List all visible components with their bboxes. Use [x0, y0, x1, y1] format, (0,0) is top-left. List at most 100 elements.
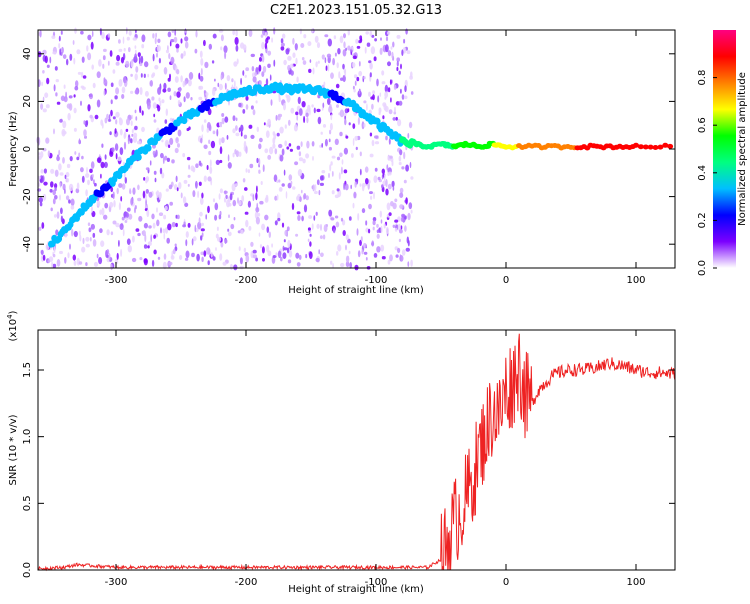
- spectrogram-noise-dot: [101, 122, 104, 129]
- spectrogram-noise-dot: [361, 249, 364, 255]
- spectrogram-noise-dot: [358, 61, 361, 67]
- spectrogram-noise-dot: [267, 50, 272, 56]
- spectrogram-noise-dot: [397, 118, 402, 127]
- spectrogram-noise-dot: [381, 81, 386, 85]
- spectrogram-noise-dot: [368, 203, 372, 210]
- spectrogram-noise-dot: [142, 190, 146, 199]
- spectrogram-noise-dot: [408, 202, 413, 210]
- spectrogram-noise-dot: [134, 125, 138, 130]
- spectrogram-noise-dot: [106, 113, 109, 120]
- x-tick-label: -200: [235, 275, 258, 286]
- spectrogram-noise-dot: [224, 116, 229, 123]
- spectrogram-noise-dot: [64, 188, 66, 194]
- spectrogram-noise-dot: [340, 262, 345, 268]
- spectrogram-noise-dot: [106, 229, 110, 236]
- spectrogram-noise-dot: [59, 172, 64, 176]
- spectrogram-noise-dot: [104, 154, 107, 160]
- spectrogram-noise-dot: [198, 85, 201, 90]
- spectrogram-noise-dot: [240, 131, 243, 137]
- spectrogram-noise-dot: [41, 81, 43, 86]
- spectrogram-noise-dot: [178, 182, 182, 190]
- spectrogram-noise-dot: [115, 153, 118, 160]
- spectrogram-noise-dot: [292, 52, 296, 58]
- spectrogram-noise-dot: [100, 240, 105, 247]
- spectrogram-noise-dot: [341, 159, 344, 165]
- spectrogram-noise-dot: [361, 208, 366, 214]
- spectrogram-noise-dot: [43, 181, 48, 186]
- spectrogram-trace-point: [277, 82, 284, 90]
- spectrogram-noise-dot: [130, 120, 133, 126]
- spectrogram-noise-dot: [158, 193, 162, 201]
- spectrogram-noise-dot: [78, 152, 81, 158]
- spectrogram-noise-dot: [42, 96, 45, 103]
- spectrogram-noise-dot: [125, 60, 130, 68]
- spectrogram-noise-dot: [352, 202, 355, 209]
- spectrogram-noise-dot: [206, 247, 211, 255]
- spectrogram-noise-dot: [200, 235, 203, 241]
- spectrogram-noise-dot: [295, 57, 298, 65]
- spectrogram-noise-dot: [270, 99, 273, 106]
- spectrogram-noise-dot: [180, 53, 184, 59]
- spectrogram-noise-dot: [288, 250, 293, 258]
- spectrogram-noise-dot: [356, 76, 360, 82]
- spectrogram-noise-dot: [166, 157, 170, 162]
- spectrogram-noise-dot: [365, 178, 369, 185]
- spectrogram-noise-dot: [152, 33, 155, 39]
- spectrogram-noise-dot: [163, 214, 167, 220]
- spectrogram-noise-dot: [167, 31, 172, 38]
- spectrogram-noise-dot: [144, 61, 149, 68]
- spectrogram-noise-dot: [73, 260, 77, 266]
- spectrogram-noise-dot: [90, 161, 95, 169]
- spectrogram-noise-dot: [91, 30, 94, 37]
- spectrogram-noise-dot: [386, 164, 389, 171]
- spectrogram-trace-point: [662, 142, 669, 148]
- spectrogram-noise-dot: [155, 149, 158, 157]
- spectrogram-noise-dot: [351, 153, 354, 158]
- spectrogram-noise-dot: [145, 176, 150, 182]
- spectrogram-noise-dot: [53, 214, 57, 218]
- spectrogram-noise-dot: [132, 37, 137, 41]
- spectrogram-noise-dot: [248, 124, 253, 129]
- spectrogram-noise-dot: [240, 124, 244, 132]
- spectrogram-noise-dot: [212, 256, 216, 261]
- spectrogram-noise-dot: [208, 43, 212, 50]
- spectrogram-noise-dot: [73, 57, 76, 65]
- spectrogram-noise-dot: [194, 224, 197, 233]
- spectrogram-noise-dot: [212, 33, 217, 39]
- spectrogram-noise-dot: [176, 91, 181, 98]
- spectrogram-noise-dot: [280, 38, 284, 44]
- spectrogram-noise-dot: [192, 236, 197, 242]
- spectrogram-noise-dot: [319, 235, 323, 240]
- spectrogram-noise-dot: [235, 30, 238, 37]
- spectrogram-noise-dot: [162, 88, 167, 93]
- spectrogram-noise-dot: [306, 116, 309, 124]
- spectrogram-noise-dot: [85, 189, 88, 197]
- spectrogram-noise-dot: [354, 135, 359, 141]
- spectrogram-noise-dot: [329, 122, 333, 131]
- spectrogram-noise-dot: [153, 234, 157, 239]
- spectrogram-noise-dot: [139, 105, 142, 114]
- spectrogram-noise-dot: [109, 131, 112, 136]
- spectrogram-noise-dot: [348, 250, 351, 255]
- spectrogram-noise-dot: [87, 52, 92, 61]
- spectrogram-noise-dot: [380, 244, 385, 252]
- spectrogram-noise-dot: [75, 80, 79, 88]
- spectrogram-noise-dot: [195, 30, 198, 38]
- spectrogram-noise-dot: [321, 143, 324, 148]
- spectrogram-noise-dot: [145, 199, 148, 206]
- spectrogram-noise-dot: [372, 90, 376, 95]
- spectrogram-noise-dot: [336, 62, 339, 69]
- spectrogram-noise-dot: [287, 239, 291, 248]
- spectrogram-noise-dot: [114, 128, 117, 134]
- spectrogram-noise-dot: [334, 138, 339, 145]
- spectrogram-noise-dot: [371, 139, 375, 147]
- spectrogram-noise-dot: [220, 242, 224, 248]
- spectrogram-noise-dot: [220, 34, 224, 42]
- spectrogram-noise-dot: [242, 178, 246, 183]
- spectrogram-noise-dot: [211, 60, 215, 64]
- spectrogram-noise-dot: [380, 225, 383, 234]
- spectrogram-noise-dot: [118, 79, 123, 87]
- colorbar-tick-label: 0.6: [697, 117, 708, 133]
- spectrogram-noise-dot: [361, 121, 365, 130]
- snr-x-axis-label: Height of straight line (km): [288, 584, 424, 595]
